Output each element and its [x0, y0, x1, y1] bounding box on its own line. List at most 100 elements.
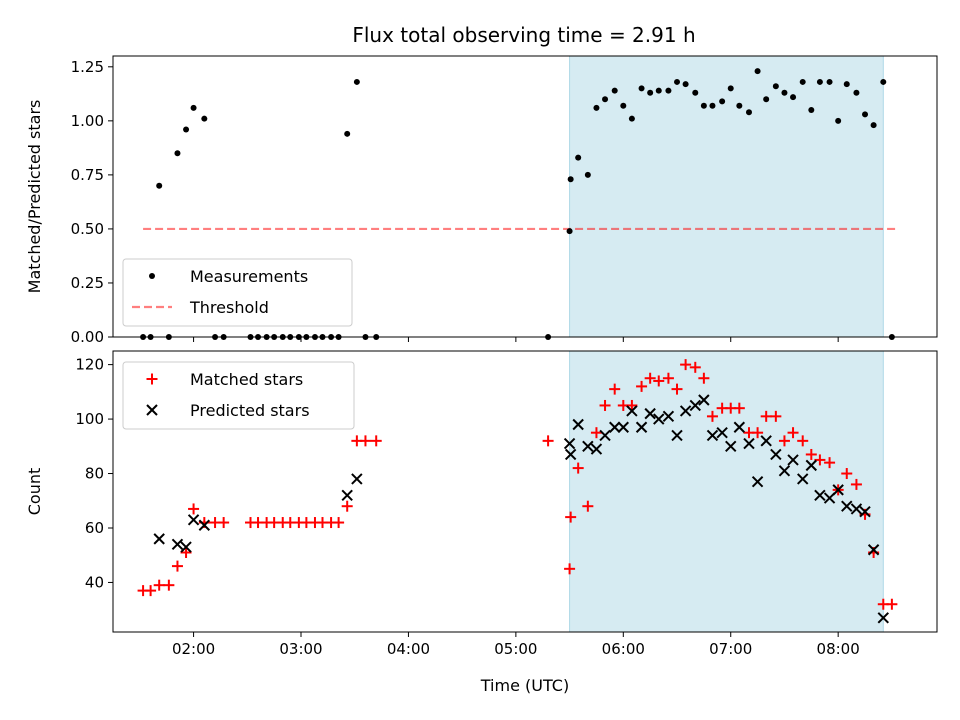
x-b: [716, 426, 728, 439]
x-b: [671, 429, 683, 442]
predicted-stars-point: [187, 514, 200, 526]
matched-stars-point: [626, 399, 638, 411]
matched-stars-point: [609, 383, 621, 395]
matched-stars-point: [698, 372, 710, 384]
predicted-stars-point: [698, 394, 710, 406]
y-tick-label: 60: [85, 519, 104, 537]
legend-measurement-marker: [149, 273, 155, 279]
predicted-stars-point: [599, 429, 611, 442]
measurement-point: [638, 85, 645, 92]
measurement-point: [611, 87, 618, 94]
predicted-stars-point: [671, 429, 683, 442]
x-b: [653, 413, 665, 425]
predicted-stars-point: [760, 435, 772, 447]
measurement-point: [174, 150, 181, 157]
predicted-stars-point: [841, 500, 853, 512]
y-tick-label: 0.25: [71, 274, 104, 292]
top-panel: 0.00 0.25 0.50 0.75 1.00 1.25 Matched/Predicte…: [25, 55, 938, 346]
y-tick-label: 0.50: [71, 220, 104, 238]
x-b: [877, 612, 889, 624]
legend: Measurements Threshold: [122, 258, 353, 327]
measurement-point: [870, 122, 877, 129]
x-b: [572, 418, 584, 431]
x-b: [662, 410, 675, 423]
observing-window-shade: [569, 350, 884, 633]
matched-stars-point: [359, 435, 371, 447]
matched-stars-point: [644, 372, 656, 384]
matched-stars-point: [188, 503, 200, 515]
x-b: [867, 544, 880, 556]
x-b: [778, 465, 791, 477]
measurement-point: [843, 81, 850, 88]
measurement-point: [628, 115, 635, 122]
measurement-point: [808, 107, 815, 114]
x-b: [564, 448, 577, 461]
matched-stars-point: [564, 563, 576, 575]
x-b: [832, 484, 844, 496]
measurement-point: [862, 111, 869, 118]
measurement-point: [567, 176, 574, 183]
matched-stars-point: [671, 383, 683, 395]
predicted-stars-point: [590, 443, 603, 455]
predicted-stars-point: [716, 426, 728, 439]
matched-stars-point: [341, 500, 353, 512]
predicted-stars-point: [617, 421, 630, 433]
x-tick-label: 08:00: [817, 640, 860, 658]
matched-stars-point: [778, 435, 790, 447]
predicted-stars-point: [787, 454, 799, 466]
x-b: [725, 440, 737, 453]
predicted-stars-point: [153, 533, 165, 545]
x-tick-label: 03:00: [279, 640, 322, 658]
predicted-stars-point: [823, 492, 836, 504]
legend-label: Matched stars: [190, 370, 303, 389]
matched-stars-point: [886, 598, 898, 610]
x-b: [679, 405, 692, 417]
measurement-point: [700, 102, 707, 109]
legend: Matched stars Predicted stars: [122, 361, 355, 430]
axes-frame: [112, 350, 938, 633]
matched-stars-point: [180, 546, 192, 558]
x-b: [823, 492, 836, 504]
predicted-stars-point: [877, 612, 889, 624]
measurement-point: [584, 171, 591, 178]
matched-stars-point: [171, 560, 183, 572]
matched-stars-point: [814, 454, 826, 466]
predicted-stars-point: [563, 437, 576, 450]
predicted-stars-point: [706, 429, 719, 442]
x-b: [706, 429, 719, 442]
matched-stars-point: [542, 435, 554, 447]
x-b: [805, 459, 818, 472]
predicted-stars-point: [859, 505, 871, 518]
predicted-stars-point: [832, 484, 844, 496]
matched-stars-point: [163, 579, 175, 591]
measurement-point: [156, 182, 163, 189]
matched-stars-point: [565, 511, 577, 523]
predicted-stars-point: [341, 489, 353, 502]
x-b: [797, 473, 809, 485]
matched-stars-point: [824, 457, 836, 469]
observing-window-shade: [569, 55, 884, 338]
measurement-point: [566, 228, 573, 235]
matched-stars-point: [752, 427, 764, 439]
measurement-point: [201, 115, 208, 122]
matched-stars-point: [760, 410, 772, 422]
measurement-point: [344, 130, 351, 137]
measurement-point: [674, 78, 681, 85]
x-b: [841, 500, 853, 512]
x-b: [608, 421, 621, 433]
measurement-point: [790, 94, 797, 101]
x-b: [171, 538, 184, 551]
predicted-stars-point: [770, 448, 782, 461]
predicted-stars-point: [689, 399, 701, 412]
x-b: [599, 429, 611, 442]
x-tick-label: 07:00: [709, 640, 752, 658]
matched-stars-point: [333, 517, 345, 529]
legend-box: [122, 361, 355, 430]
measurement-point: [799, 78, 806, 85]
measurement-point: [727, 85, 734, 92]
chart-title: Flux total observing time = 2.91 h: [352, 23, 695, 47]
measurement-point: [647, 89, 654, 96]
x-b: [351, 473, 363, 485]
predicted-stars-point: [733, 421, 746, 433]
